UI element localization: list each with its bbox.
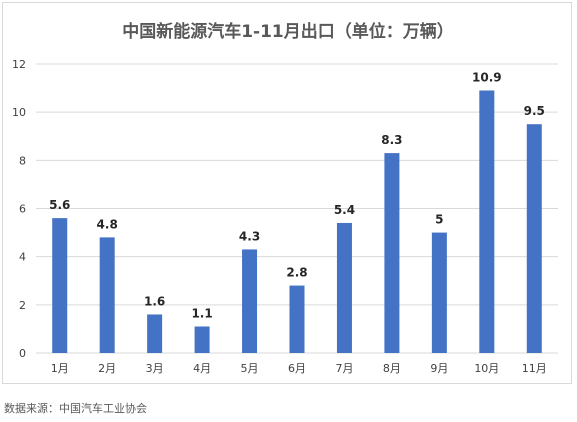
bar-series <box>52 90 542 353</box>
x-tick-label: 7月 <box>335 362 353 375</box>
x-tick-label: 11月 <box>522 362 547 375</box>
bar <box>194 326 210 353</box>
data-label: 5.6 <box>49 198 70 212</box>
data-label: 1.1 <box>191 307 212 321</box>
bar <box>431 232 447 353</box>
bar <box>242 249 258 353</box>
y-tick-label: 10 <box>12 106 26 119</box>
x-tick-label: 4月 <box>193 362 211 375</box>
y-tick-label: 2 <box>19 299 26 312</box>
y-tick-label: 0 <box>19 347 26 360</box>
bar <box>526 124 542 353</box>
data-label: 8.3 <box>381 133 402 147</box>
chart-title: 中国新能源汽车1-11月出口（单位：万辆） <box>122 21 454 42</box>
x-tick-label: 1月 <box>51 362 69 375</box>
data-label: 2.8 <box>286 266 307 280</box>
y-tick-label: 8 <box>19 154 26 167</box>
y-tick-label: 4 <box>19 251 26 264</box>
bar-chart: 中国新能源汽车1-11月出口（单位：万辆） 0 2 4 6 8 10 12 5.6 4.8 1.… <box>12 21 558 375</box>
bar <box>336 222 352 353</box>
bar <box>147 314 163 353</box>
bar <box>479 90 495 353</box>
chart-frame <box>2 2 572 384</box>
data-label: 9.5 <box>524 104 545 118</box>
gridlines <box>36 63 558 354</box>
data-labels: 5.6 4.8 1.6 1.1 4.3 2.8 5.4 8.3 5 10.9 9.5 <box>49 70 545 320</box>
x-tick-label: 6月 <box>288 362 306 375</box>
y-tick-label: 6 <box>19 203 26 216</box>
x-tick-label: 2月 <box>98 362 116 375</box>
x-tick-label: 5月 <box>241 362 259 375</box>
bar <box>52 218 68 353</box>
data-label: 5.4 <box>334 203 355 217</box>
data-label: 4.3 <box>239 229 260 243</box>
bar <box>384 153 400 353</box>
y-tick-label: 12 <box>12 58 26 71</box>
data-label: 5 <box>435 213 443 227</box>
bar <box>99 237 115 353</box>
x-tick-label: 3月 <box>146 362 164 375</box>
x-tick-label: 10月 <box>474 362 499 375</box>
x-tick-label: 9月 <box>430 362 448 375</box>
data-label: 4.8 <box>97 217 118 231</box>
x-axis: 1月 2月 3月 4月 5月 6月 7月 8月 9月 10月 11月 <box>51 362 547 375</box>
x-tick-label: 8月 <box>383 362 401 375</box>
data-label: 10.9 <box>472 70 502 84</box>
data-label: 1.6 <box>144 294 165 308</box>
bar <box>289 285 305 353</box>
y-axis: 0 2 4 6 8 10 12 <box>12 58 26 360</box>
source-note: 数据来源：中国汽车工业协会 <box>4 402 147 415</box>
